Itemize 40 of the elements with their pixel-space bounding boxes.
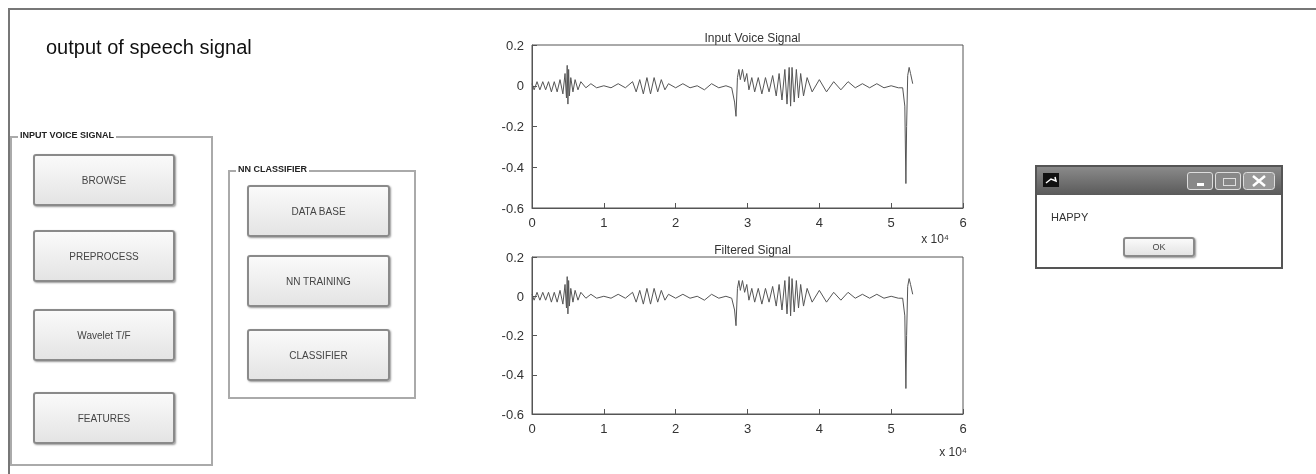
- text: DATA BASE: [247, 185, 390, 237]
- x-tick-label: 2: [672, 421, 680, 436]
- text: FEATURES: [33, 392, 175, 444]
- x-tick-label: 4: [815, 215, 823, 230]
- text: BROWSE: [33, 154, 175, 206]
- y-tick-label: -0.4: [501, 367, 524, 383]
- x-tick-label: 1: [600, 215, 608, 230]
- text: PREPROCESS: [33, 230, 175, 282]
- y-tick-label: 0.2: [505, 249, 524, 265]
- y-tick-label: -0.2: [501, 119, 524, 134]
- text: HAPPY: [1051, 211, 1089, 223]
- y-tick-label: 0: [516, 78, 524, 94]
- y-tick-label: 0: [516, 288, 524, 304]
- text: NN TRAINING: [247, 255, 390, 307]
- text: NN CLASSIFIER: [236, 164, 310, 174]
- x-tick-label: 6: [959, 421, 967, 436]
- text: x 10⁴: [939, 445, 968, 459]
- y-tick-label: -0.6: [501, 200, 524, 216]
- x-tick-label: 2: [672, 215, 680, 230]
- y-tick-label: -0.6: [501, 406, 524, 422]
- text: output of speech signal: [46, 36, 252, 59]
- text: x 10⁴: [921, 232, 950, 246]
- x-tick-label: 1: [600, 421, 608, 436]
- text: OK: [1123, 237, 1195, 257]
- x-tick-label: 4: [815, 421, 823, 436]
- chart-title: Filtered Signal: [714, 243, 791, 257]
- text: CLASSIFIER: [247, 329, 390, 381]
- text: Wavelet T/F: [33, 309, 175, 361]
- x-tick-label: 5: [887, 421, 895, 436]
- y-tick-label: -0.2: [501, 328, 524, 343]
- x-tick-label: 0: [528, 421, 536, 436]
- text: INPUT VOICE SIGNAL: [18, 130, 117, 140]
- x-tick-label: 3: [743, 421, 752, 436]
- x-tick-label: 3: [743, 215, 752, 230]
- y-tick-label: 0.2: [505, 37, 524, 53]
- x-tick-label: 5: [887, 215, 895, 230]
- x-tick-label: 0: [528, 215, 536, 230]
- x-tick-label: 6: [959, 215, 967, 230]
- y-tick-label: -0.4: [501, 159, 524, 175]
- chart-title: Input Voice Signal: [704, 31, 801, 45]
